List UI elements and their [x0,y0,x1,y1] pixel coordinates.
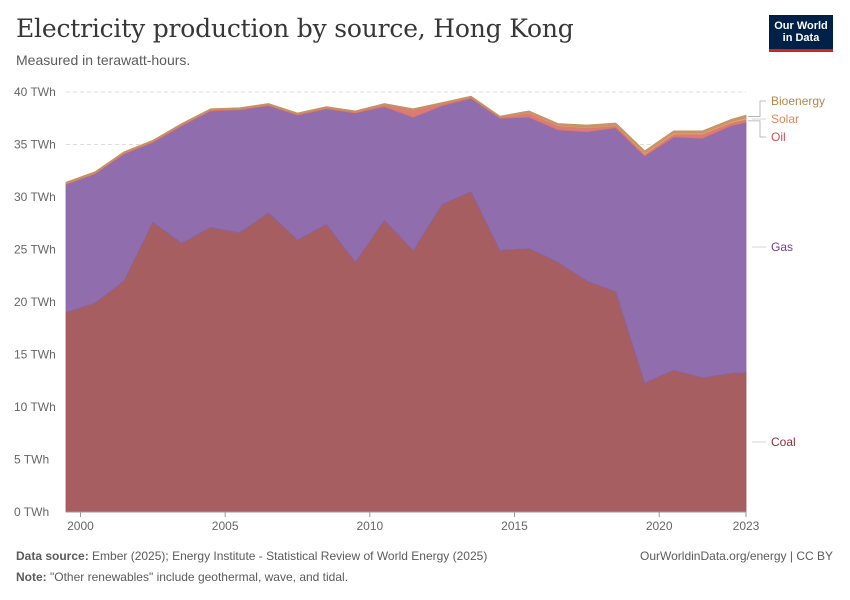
x-tick-label: 2015 [501,519,528,533]
x-tick-label: 2020 [646,519,673,533]
area-bioenergy [65,95,747,184]
note-footer: Note: "Other renewables" include geother… [16,570,348,584]
series-label-coal: Coal [771,435,796,449]
x-tick-label: 2000 [67,519,94,533]
x-tick-label: 2010 [356,519,383,533]
series-label-bioenergy: Bioenergy [771,94,825,108]
owid-logo[interactable]: Our World in Data [769,15,833,52]
series-label-solar: Solar [771,112,799,126]
y-tick-label: 40 TWh [14,85,56,99]
note-text: "Other renewables" include geothermal, w… [46,570,349,584]
x-tick-label: 2023 [733,519,760,533]
source-footer: Data source: Ember (2025); Energy Instit… [16,549,487,563]
y-tick-label: 20 TWh [14,295,56,309]
x-tick-label: 2005 [212,519,239,533]
connector-bioenergy [748,100,766,117]
credit-link[interactable]: OurWorldinData.org/energy | CC BY [640,549,833,563]
y-tick-label: 30 TWh [14,190,56,204]
logo-line-2: in Data [782,32,820,44]
y-tick-label: 15 TWh [14,348,56,362]
y-tick-label: 25 TWh [14,243,56,257]
series-label-gas: Gas [771,240,793,254]
source-label: Data source: [16,549,89,563]
chart-subtitle: Measured in terawatt-hours. [16,52,191,68]
y-tick-label: 0 TWh [14,505,49,519]
y-tick-label: 5 TWh [14,453,49,467]
chart-area: 0 TWh 5 TWh 10 TWh 15 TWh 20 TWh 25 TWh 30 TWh… [14,85,825,533]
y-tick-label: 10 TWh [14,400,56,414]
chart-title: Electricity production by source, Hong K… [16,14,574,43]
source-text: Ember (2025); Energy Institute - Statist… [88,549,488,563]
note-label: Note: [16,570,47,584]
logo-line-1: Our World [774,20,828,32]
y-tick-label: 35 TWh [14,138,56,152]
series-label-oil: Oil [771,130,786,144]
connector-oil [748,120,766,138]
